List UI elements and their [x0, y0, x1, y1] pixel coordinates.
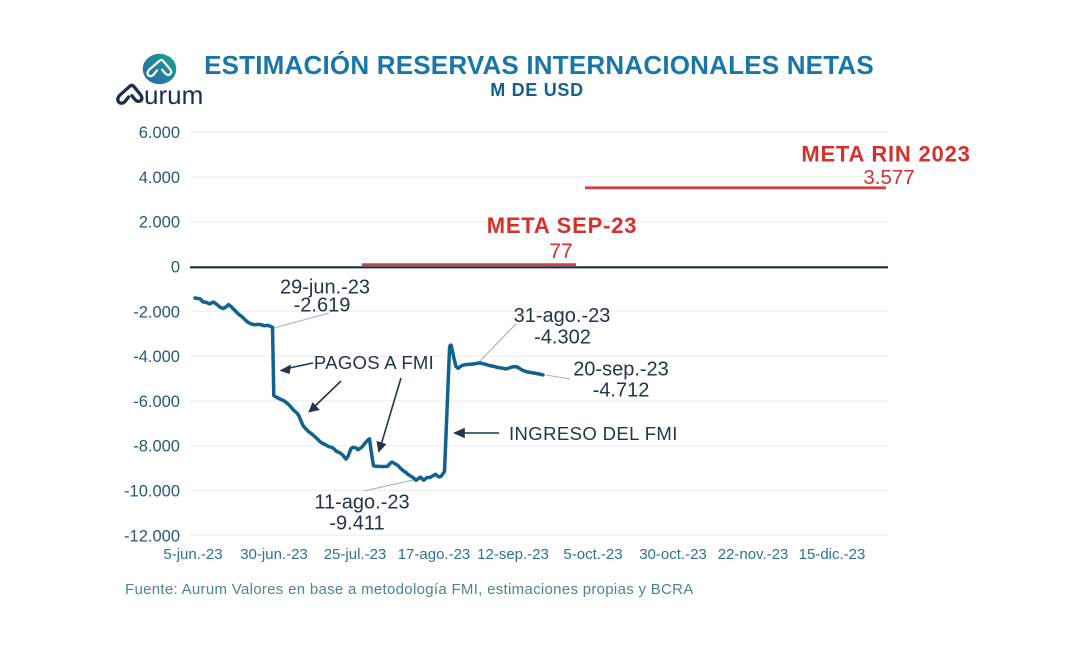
svg-text:17-ago.-23: 17-ago.-23	[398, 546, 471, 563]
svg-text:-4.302: -4.302	[534, 327, 591, 349]
svg-text:urum: urum	[144, 80, 203, 110]
svg-text:2.000: 2.000	[139, 214, 180, 232]
svg-text:-4.000: -4.000	[133, 348, 180, 366]
svg-text:22-nov.-23: 22-nov.-23	[718, 546, 789, 563]
svg-text:META SEP-23: META SEP-23	[487, 213, 638, 238]
svg-text:INGRESO DEL FMI: INGRESO DEL FMI	[509, 423, 678, 444]
svg-text:4.000: 4.000	[139, 169, 180, 187]
svg-text:5-jun.-23: 5-jun.-23	[163, 546, 222, 563]
svg-text:-10.000: -10.000	[124, 483, 180, 501]
svg-text:25-jul.-23: 25-jul.-23	[324, 546, 387, 563]
svg-text:15-dic.-23: 15-dic.-23	[799, 546, 866, 563]
svg-text:-9.411: -9.411	[329, 513, 384, 535]
svg-text:6.000: 6.000	[139, 124, 180, 142]
svg-text:-8.000: -8.000	[133, 438, 180, 456]
svg-text:3.577: 3.577	[863, 166, 914, 189]
svg-text:-6.000: -6.000	[133, 393, 180, 411]
svg-text:-12.000: -12.000	[124, 527, 180, 545]
svg-text:20-sep.-23: 20-sep.-23	[573, 359, 669, 381]
svg-text:-4.712: -4.712	[593, 380, 650, 402]
svg-text:30-oct.-23: 30-oct.-23	[639, 546, 707, 563]
svg-text:77: 77	[549, 240, 572, 263]
svg-text:-2.000: -2.000	[133, 303, 180, 321]
svg-text:Fuente: Aurum Valores en base: Fuente: Aurum Valores en base a metodolo…	[125, 581, 694, 598]
svg-text:5-oct.-23: 5-oct.-23	[563, 546, 622, 563]
svg-text:31-ago.-23: 31-ago.-23	[514, 305, 611, 327]
svg-text:29-jun.-23: 29-jun.-23	[280, 277, 370, 299]
svg-text:META RIN 2023: META RIN 2023	[801, 142, 970, 167]
svg-text:12-sep.-23: 12-sep.-23	[477, 546, 549, 563]
svg-text:11-ago.-23: 11-ago.-23	[314, 492, 409, 514]
svg-text:PAGOS A FMI: PAGOS A FMI	[314, 352, 434, 373]
svg-text:M DE USD: M DE USD	[490, 80, 584, 100]
svg-text:0: 0	[171, 259, 180, 277]
svg-text:30-jun.-23: 30-jun.-23	[240, 546, 308, 563]
svg-text:-2.619: -2.619	[294, 295, 351, 317]
svg-text:ESTIMACIÓN RESERVAS INTERNACIO: ESTIMACIÓN RESERVAS INTERNACIONALES NETA…	[204, 50, 874, 80]
